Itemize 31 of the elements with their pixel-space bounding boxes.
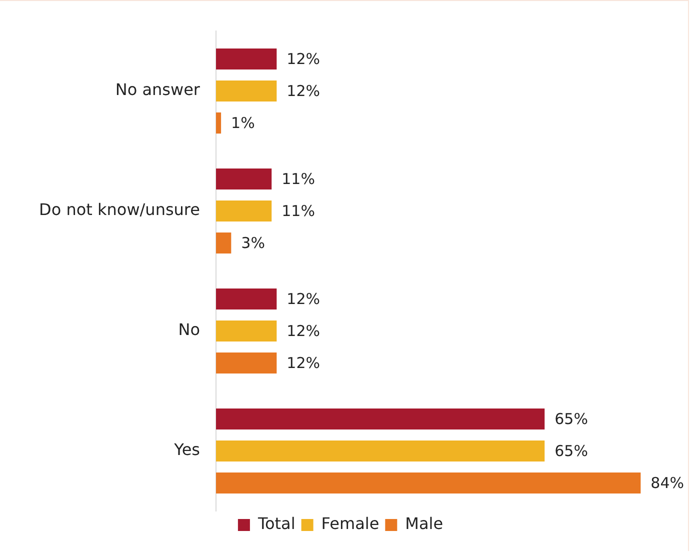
bar	[216, 80, 277, 102]
legend-label: Total	[256, 514, 296, 534]
bar	[216, 472, 641, 494]
bar	[216, 408, 545, 430]
legend-label: Female	[321, 514, 380, 534]
bar	[216, 232, 232, 254]
bar	[216, 320, 277, 342]
data-label: 12%	[286, 354, 320, 372]
bar	[216, 288, 277, 310]
bar	[216, 112, 222, 134]
data-label: 65%	[554, 442, 588, 460]
bar	[216, 200, 272, 222]
data-label: 65%	[554, 410, 588, 428]
data-label: 11%	[282, 170, 315, 188]
data-label: 12%	[286, 290, 320, 308]
bar	[216, 440, 545, 462]
data-label: 3%	[241, 234, 265, 252]
data-label: 12%	[286, 82, 320, 100]
data-label: 12%	[286, 50, 320, 68]
y-tick-label: No answer	[115, 80, 200, 100]
bar	[216, 352, 277, 374]
legend-label: Male	[405, 514, 444, 534]
bar	[216, 48, 277, 70]
data-label: 12%	[286, 322, 320, 340]
y-tick-label: Yes	[173, 440, 200, 460]
data-label: 11%	[282, 202, 315, 220]
data-label: 84%	[650, 474, 684, 492]
bar	[216, 168, 272, 190]
y-tick-label: No	[178, 320, 200, 340]
data-label: 1%	[231, 114, 255, 132]
y-tick-label: Do not know/unsure	[39, 200, 200, 220]
